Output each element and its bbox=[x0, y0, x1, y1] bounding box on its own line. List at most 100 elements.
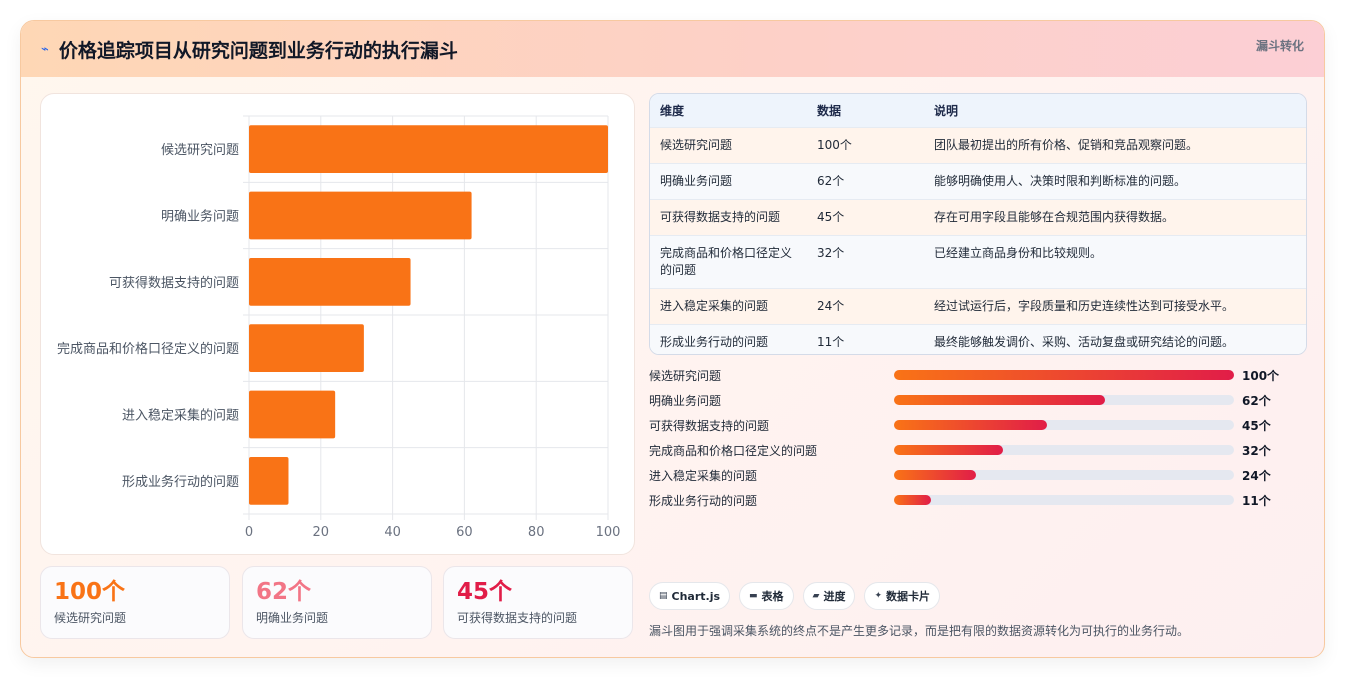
table-row: 明确业务问题 62个 能够明确使用人、决策时限和判断标准的问题。 bbox=[650, 162, 1306, 199]
table-header-cell: 维度 bbox=[650, 94, 807, 127]
stat-value: 100个 bbox=[54, 579, 126, 605]
table-row: 完成商品和价格口径定义的问题 32个 已经建立商品身份和比较规则。 bbox=[650, 234, 1306, 288]
chip-label: 数据卡片 bbox=[886, 590, 931, 603]
progress-track bbox=[894, 420, 1234, 430]
bar bbox=[249, 390, 336, 439]
progress-track bbox=[894, 495, 1234, 505]
progress-track bbox=[894, 445, 1234, 455]
funnel-bar-chart: 0 20 40 60 80 100 候选研究问题明确业务问题可获得数据支持的问题完成商品和价… bbox=[57, 115, 621, 540]
chip-progress[interactable]: ▰ 进度 bbox=[802, 582, 856, 610]
progress-row: 候选研究问题 100个 bbox=[649, 365, 1309, 390]
chip-label: 表格 bbox=[761, 590, 784, 603]
progress-value: 24个 bbox=[1242, 469, 1271, 483]
table-cell: 经过试运行后，字段质量和历史连续性达到可接受水平。 bbox=[924, 287, 1306, 324]
funnel-table: 维度 数据 说明 候选研究问题 100个 团队最初提出的所有价格、促销和竞品观察… bbox=[649, 93, 1307, 355]
progress-track bbox=[894, 395, 1234, 405]
progress-track bbox=[894, 370, 1234, 380]
progress-value: 62个 bbox=[1242, 394, 1271, 408]
table-cell: 形成业务行动的问题 bbox=[650, 323, 807, 354]
table-cell: 24个 bbox=[807, 287, 924, 324]
progress-row: 可获得数据支持的问题 45个 bbox=[649, 415, 1309, 440]
table-cell: 32个 bbox=[807, 234, 924, 288]
progress-label: 完成商品和价格口径定义的问题 bbox=[649, 444, 818, 458]
chip-chartjs[interactable]: ▤ Chart.js bbox=[649, 582, 731, 610]
table-cell: 最终能够触发调价、采购、活动复盘或研究结论的问题。 bbox=[924, 323, 1306, 354]
table-cell: 完成商品和价格口径定义的问题 bbox=[650, 234, 807, 288]
table-header-row: 维度 数据 说明 bbox=[650, 94, 1306, 127]
bar bbox=[249, 257, 411, 306]
progress-fill bbox=[894, 420, 1047, 430]
progress-track bbox=[894, 470, 1234, 480]
progress-row: 明确业务问题 62个 bbox=[649, 390, 1309, 415]
table-row: 候选研究问题 100个 团队最初提出的所有价格、促销和竞品观察问题。 bbox=[650, 126, 1306, 163]
stat-value: 62个 bbox=[256, 579, 312, 605]
feature-chips: ▤ Chart.js ▬ 表格 ▰ 进度 ✦ 数据卡片 bbox=[649, 582, 941, 610]
x-tick-label: 80 bbox=[528, 525, 545, 540]
funnel-chart-panel: 0 20 40 60 80 100 候选研究问题 明确业务问题可获得数据支持的问题完成商品和价… bbox=[40, 93, 635, 555]
progress-fill bbox=[894, 470, 976, 480]
table-cell: 可获得数据支持的问题 bbox=[650, 198, 807, 235]
table-cell: 11个 bbox=[807, 323, 924, 354]
chip-label: 进度 bbox=[823, 590, 846, 603]
table-cell: 候选研究问题 bbox=[650, 126, 807, 163]
table-cell: 能够明确使用人、决策时限和判断标准的问题。 bbox=[924, 162, 1306, 199]
x-tick-label: 60 bbox=[456, 525, 473, 540]
chip-table[interactable]: ▬ 表格 bbox=[739, 582, 794, 610]
x-tick-label: 0 bbox=[245, 525, 253, 540]
sparkle-icon: ✦ bbox=[874, 591, 883, 601]
stat-value: 45个 bbox=[457, 579, 513, 605]
chip-label: Chart.js bbox=[671, 589, 721, 603]
header-tag: 漏斗转化 bbox=[1255, 39, 1304, 53]
progress-label: 明确业务问题 bbox=[649, 394, 722, 408]
bar bbox=[249, 456, 289, 505]
progress-row: 进入稳定采集的问题 24个 bbox=[649, 465, 1309, 490]
table-cell: 100个 bbox=[807, 126, 924, 163]
progress-label: 候选研究问题 bbox=[649, 369, 722, 383]
stat-card: 62个 明确业务问题 bbox=[242, 566, 432, 639]
x-tick-label: 40 bbox=[384, 525, 401, 540]
table-row: 进入稳定采集的问题 24个 经过试运行后，字段质量和历史连续性达到可接受水平。 bbox=[650, 287, 1306, 324]
chart-icon: ▤ bbox=[659, 591, 668, 601]
bar bbox=[249, 324, 364, 373]
footnote: 漏斗图用于强调采集系统的终点不是产生更多记录，而是把有限的数据资源转化为可执行的… bbox=[649, 624, 1190, 638]
stat-card: 100个 候选研究问题 bbox=[40, 566, 230, 639]
table-cell: 已经建立商品身份和比较规则。 bbox=[924, 234, 1306, 288]
progress-value: 11个 bbox=[1242, 494, 1271, 508]
y-tick-label: 候选研究问题 bbox=[161, 143, 239, 158]
progress-value: 100个 bbox=[1242, 369, 1280, 383]
table-row: 形成业务行动的问题 11个 最终能够触发调价、采购、活动复盘或研究结论的问题。 bbox=[650, 323, 1306, 354]
progress-row: 完成商品和价格口径定义的问题 32个 bbox=[649, 440, 1309, 465]
y-tick-label: 完成商品和价格口径定义的问题 bbox=[57, 341, 239, 357]
table-cell: 45个 bbox=[807, 198, 924, 235]
stat-label: 可获得数据支持的问题 bbox=[457, 611, 578, 625]
stat-label: 明确业务问题 bbox=[256, 611, 329, 625]
table-cell: 存在可用字段且能够在合规范围内获得数据。 bbox=[924, 198, 1306, 235]
progress-label: 进入稳定采集的问题 bbox=[649, 469, 758, 483]
y-tick-label: 可获得数据支持的问题 bbox=[109, 275, 239, 291]
table-header-cell: 说明 bbox=[924, 94, 1306, 127]
y-tick-label: 进入稳定采集的问题 bbox=[122, 408, 239, 424]
x-tick-label: 100 bbox=[596, 525, 621, 540]
progress-fill bbox=[894, 495, 932, 505]
progress-icon: ▰ bbox=[812, 591, 820, 601]
progress-fill bbox=[894, 395, 1105, 405]
progress-value: 32个 bbox=[1242, 444, 1271, 458]
progress-list: 候选研究问题 100个 明确业务问题 62个 可获得数据支持的问题 45个 完成… bbox=[649, 365, 1309, 515]
bar bbox=[249, 191, 472, 240]
table-header-cell: 数据 bbox=[807, 94, 924, 127]
page-title: 价格追踪项目从研究问题到业务行动的执行漏斗 bbox=[58, 39, 458, 62]
progress-label: 形成业务行动的问题 bbox=[649, 494, 758, 508]
y-tick-label: 形成业务行动的问题 bbox=[122, 474, 239, 490]
progress-fill bbox=[894, 370, 1234, 380]
progress-row: 形成业务行动的问题 11个 bbox=[649, 490, 1309, 515]
progress-label: 可获得数据支持的问题 bbox=[649, 419, 770, 433]
table-cell: 明确业务问题 bbox=[650, 162, 807, 199]
header: ⌁ 价格追踪项目从研究问题到业务行动的执行漏斗 漏斗转化 bbox=[21, 21, 1324, 77]
table-icon: ▬ bbox=[749, 591, 758, 601]
chip-data-card[interactable]: ✦ 数据卡片 bbox=[864, 582, 941, 610]
bar bbox=[249, 125, 608, 174]
stat-card: 45个 可获得数据支持的问题 bbox=[443, 566, 633, 639]
pulse-icon: ⌁ bbox=[41, 41, 49, 57]
y-tick-label: 明确业务问题 bbox=[161, 209, 239, 225]
x-tick-label: 20 bbox=[313, 525, 330, 540]
